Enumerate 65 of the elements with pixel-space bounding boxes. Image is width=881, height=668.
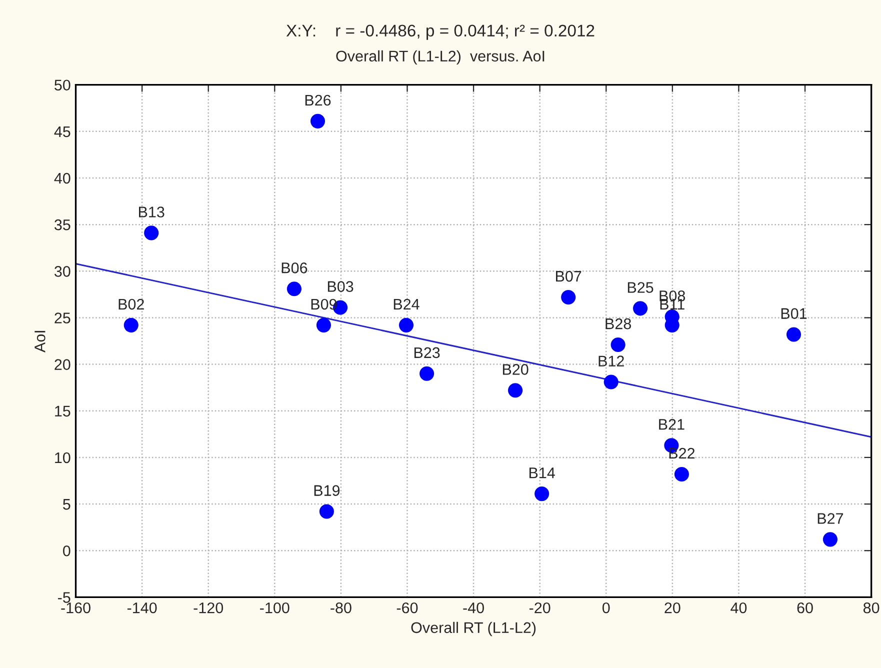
point bbox=[398, 318, 414, 332]
y-tick-label: 20 bbox=[54, 359, 70, 370]
point bbox=[561, 290, 576, 305]
annotation: B20 bbox=[502, 364, 528, 375]
x-axis-title: Overall RT (L1-L2) bbox=[411, 622, 536, 636]
annotation: B01 bbox=[781, 308, 807, 319]
point bbox=[124, 318, 138, 332]
point bbox=[822, 532, 838, 547]
point bbox=[610, 337, 626, 352]
annotation: B22 bbox=[669, 448, 695, 459]
point bbox=[144, 226, 159, 240]
point bbox=[632, 301, 648, 316]
y-tick-label: 45 bbox=[54, 126, 70, 138]
annotation: B27 bbox=[818, 513, 844, 524]
x-tick-label: -20 bbox=[529, 602, 550, 614]
point bbox=[674, 466, 689, 482]
point bbox=[604, 374, 618, 390]
point bbox=[534, 486, 550, 502]
y-tick-label: 50 bbox=[54, 80, 70, 91]
x-tick-label: 60 bbox=[797, 602, 813, 614]
y-tick-label: 30 bbox=[54, 266, 70, 277]
point bbox=[786, 327, 802, 342]
point bbox=[310, 114, 326, 128]
x-tick-label: -140 bbox=[127, 602, 157, 614]
y-axis-title: AoI bbox=[34, 330, 46, 352]
y-tick-label: 5 bbox=[63, 499, 70, 510]
x-tick-label: -160 bbox=[61, 602, 90, 614]
point bbox=[420, 366, 434, 381]
annotation: B14 bbox=[529, 468, 555, 478]
x-tick-label: 20 bbox=[664, 602, 680, 614]
annotation: B25 bbox=[628, 282, 654, 293]
annotation: B26 bbox=[305, 94, 331, 106]
annotation: B08 bbox=[660, 290, 686, 302]
annotation: B24 bbox=[394, 298, 420, 310]
annotation: B23 bbox=[414, 347, 440, 358]
y-tick-label: 0 bbox=[63, 545, 70, 556]
annotation: B02 bbox=[118, 298, 144, 310]
x-tick-label: -120 bbox=[194, 602, 224, 614]
y-tick-label: 10 bbox=[55, 452, 70, 464]
point bbox=[286, 282, 302, 296]
chart-subtitle: Overall RT (L1-L2) versus. AoI bbox=[336, 50, 544, 65]
x-tick-label: -100 bbox=[260, 602, 290, 614]
x-tick-label: -80 bbox=[330, 602, 352, 614]
annotation: B21 bbox=[659, 419, 684, 430]
x-tick-label: -40 bbox=[463, 602, 484, 614]
annotation: B13 bbox=[139, 206, 164, 218]
y-tick-label: 25 bbox=[54, 312, 70, 324]
point bbox=[508, 383, 523, 398]
x-tick-label: 0 bbox=[602, 602, 610, 614]
x-tick-label: 80 bbox=[863, 602, 880, 614]
annotation: B28 bbox=[606, 318, 631, 330]
annotation: B03 bbox=[328, 281, 354, 292]
chart-title: X:Y: r = -0.4486, p = 0.0414; r² = 0.2012 bbox=[286, 24, 594, 40]
y-tick-label: 35 bbox=[54, 219, 70, 230]
y-tick-label: 15 bbox=[55, 406, 70, 417]
y-tick-label: 40 bbox=[54, 172, 70, 184]
x-tick-label: 40 bbox=[730, 602, 747, 614]
point bbox=[319, 504, 334, 519]
annotation: B12 bbox=[598, 356, 624, 366]
annotation: B19 bbox=[314, 485, 340, 496]
point bbox=[316, 318, 331, 332]
x-tick-label: -60 bbox=[396, 602, 418, 614]
y-tick-label: -5 bbox=[58, 592, 70, 603]
annotation: B06 bbox=[282, 262, 308, 274]
annotation: B07 bbox=[556, 270, 582, 282]
